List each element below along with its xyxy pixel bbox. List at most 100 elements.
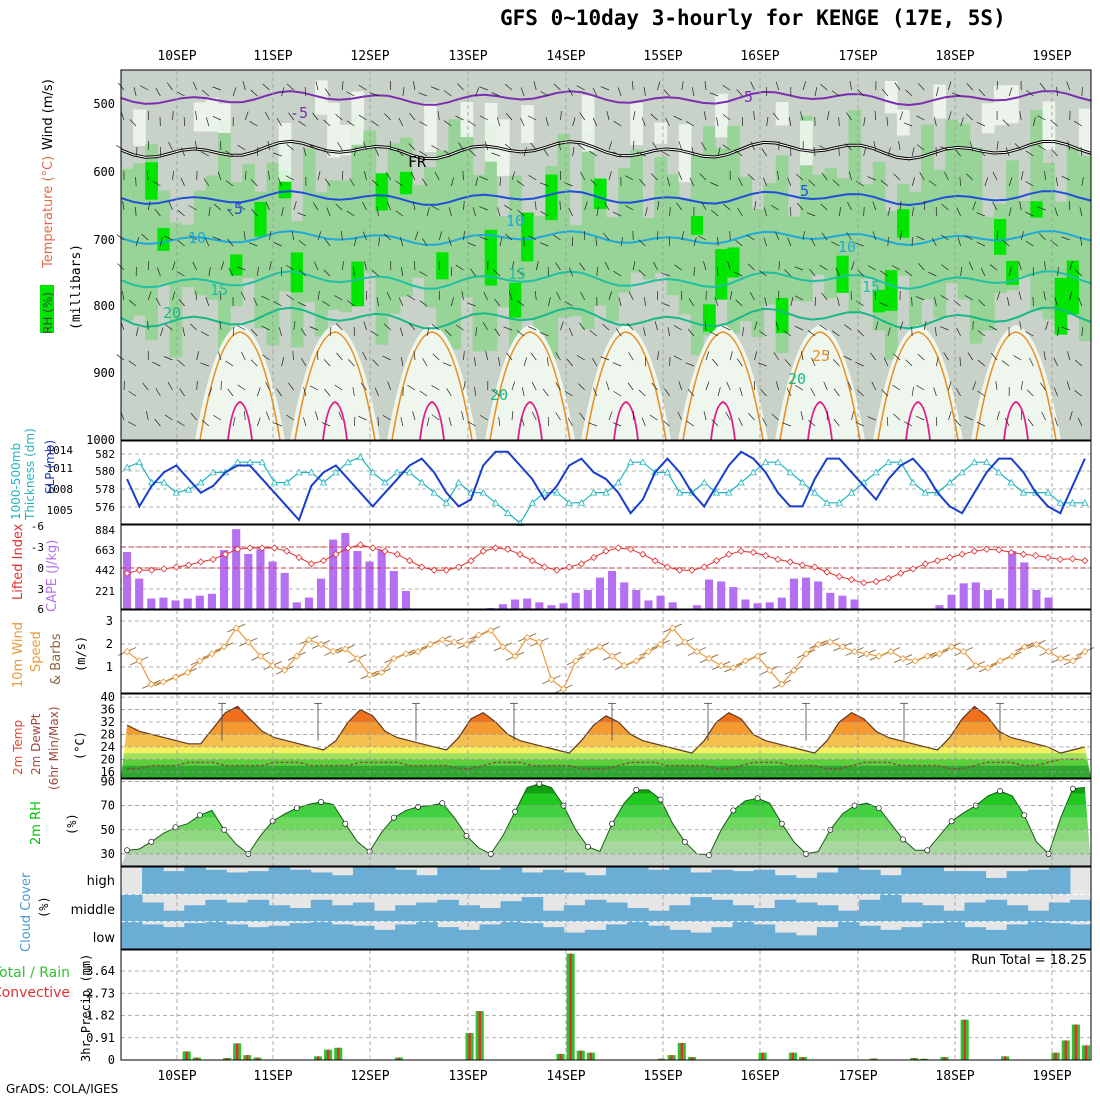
precip-convective-bar [1064, 1040, 1067, 1060]
wind-barb [152, 361, 161, 367]
wind-speed-marker [656, 640, 665, 649]
wind-barb [531, 411, 537, 421]
wind-barb [934, 117, 937, 127]
rh-band-high [145, 162, 158, 200]
wind-barb [220, 140, 222, 151]
wind-barb [881, 389, 889, 397]
rh-marker [875, 805, 882, 811]
wind-barb [948, 381, 952, 391]
cape-bar [159, 597, 168, 609]
wind-barb [203, 178, 210, 187]
cloud-cover-middle [268, 905, 291, 922]
wind-barb [1008, 87, 1013, 97]
wind-barb [196, 380, 198, 391]
wind-barb [192, 81, 198, 91]
wind-barb [399, 327, 404, 337]
wind-barb [833, 418, 840, 427]
wind-barb [475, 87, 480, 97]
wind-barb [667, 177, 670, 187]
wind-speed-marker [863, 650, 871, 658]
wind-barb [225, 360, 234, 367]
rh-band-high [727, 247, 740, 278]
rh-band-fill [121, 805, 1091, 818]
wind-barb [257, 146, 259, 157]
wind-barb [421, 178, 428, 187]
wind-barb [335, 203, 343, 211]
rh-band-high [872, 289, 886, 313]
rh-band-high [994, 219, 1007, 255]
precip-convective-bar [690, 1057, 694, 1060]
wind-barb [711, 209, 719, 217]
wind-barb [681, 231, 685, 241]
wind-barb [297, 301, 307, 307]
wind-barb [739, 387, 743, 397]
wind-barb [772, 112, 780, 121]
wind-barb [625, 205, 634, 211]
wind-barb [146, 411, 149, 421]
rh-band [363, 130, 377, 274]
wind-barb [341, 261, 345, 271]
wind-speed-marker [171, 673, 180, 681]
wind-barb [879, 302, 889, 307]
wind-barb [872, 231, 877, 241]
wind-barb [775, 81, 780, 91]
wind-barb [966, 83, 974, 91]
precip-convective-bar [468, 1033, 471, 1060]
wind-barb [863, 117, 866, 127]
wind-barb [116, 145, 125, 151]
wind-barb [618, 297, 622, 307]
isotherm-30 [613, 401, 639, 441]
wind-barb [172, 171, 174, 181]
wind-barb [432, 353, 440, 361]
wind-barb [346, 120, 355, 127]
li-marker [1069, 555, 1077, 563]
wind-barb [758, 330, 767, 337]
wind-barb [398, 297, 404, 307]
wind-barb [243, 411, 246, 421]
wind-barb [257, 387, 261, 397]
li-marker [234, 545, 242, 553]
li-marker [418, 563, 426, 571]
li-marker [467, 557, 475, 565]
wind-barb [1026, 90, 1034, 97]
thickness-marker [491, 498, 500, 506]
wind-barb [116, 234, 125, 241]
wind-speed-marker [681, 638, 689, 646]
cloud-level-label: high [87, 874, 115, 889]
wind-barb [431, 324, 440, 331]
li-marker [762, 552, 770, 560]
cape-bar [789, 578, 798, 609]
wind-barb [691, 87, 695, 97]
thickness-marker [749, 468, 758, 476]
top-day-label: 15SEP [643, 49, 682, 64]
wind-barb [736, 88, 743, 97]
wind-barb [612, 362, 622, 367]
wind-barb [1045, 321, 1049, 331]
wind-barb [716, 117, 719, 127]
wind-barb [637, 151, 646, 157]
cloud-cover-low [985, 929, 1008, 949]
wind-barb [520, 117, 525, 127]
wind-barb [530, 142, 537, 151]
wind-barb [371, 179, 379, 187]
wind-barb [314, 261, 319, 271]
wind-speed-marker [596, 643, 604, 651]
temp-tick: 40 [101, 690, 115, 704]
rh-band [496, 216, 510, 308]
wind-barb [455, 115, 464, 121]
wind-barb [212, 236, 222, 241]
wind-barb [1077, 417, 1083, 427]
wind-speed-marker [244, 638, 252, 646]
rh-band-dry [884, 80, 898, 114]
li-marker [823, 568, 831, 576]
wind-barb [128, 421, 137, 427]
wind-barb [448, 207, 452, 217]
wind-barb [516, 300, 525, 307]
isotherm-25 [489, 331, 571, 441]
li-marker [884, 574, 892, 582]
li-marker [688, 566, 696, 574]
rh-tick: 90 [101, 774, 115, 788]
wind-barb [754, 351, 758, 361]
wind-barb [916, 385, 925, 391]
contour-label: 25 [812, 347, 830, 365]
